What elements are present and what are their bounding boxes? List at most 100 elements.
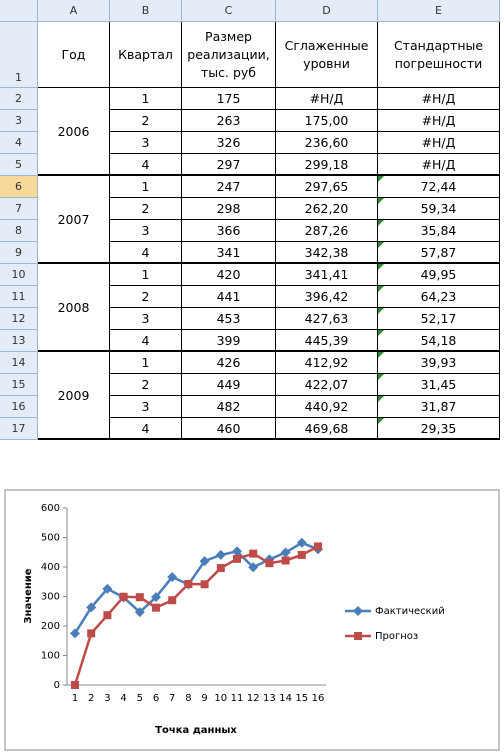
data-cell: 297,65 [276, 176, 378, 198]
row-header: 11 [0, 286, 38, 308]
data-cell: 3 [110, 220, 182, 242]
data-cell: 453 [182, 308, 276, 330]
data-cell: 426 [182, 352, 276, 374]
data-cell: 445,39 [276, 330, 378, 352]
data-cell: 175,00 [276, 110, 378, 132]
marker [135, 593, 144, 602]
header-cell: Квартал [110, 22, 182, 88]
data-cell: 52,17 [378, 308, 500, 330]
data-cell: #Н/Д [378, 88, 500, 110]
y-tick-label: 100 [41, 651, 60, 662]
data-cell: #Н/Д [378, 132, 500, 154]
header-cell: Год [38, 22, 110, 88]
x-tick-label: 13 [263, 693, 276, 704]
data-cell: 2 [110, 198, 182, 220]
data-cell: 396,42 [276, 286, 378, 308]
data-cell: 31,45 [378, 374, 500, 396]
data-cell: 427,63 [276, 308, 378, 330]
column-header: A [38, 0, 110, 22]
row-header: 5 [0, 154, 38, 176]
year-cell: 2007 [38, 176, 110, 264]
data-cell: 298 [182, 198, 276, 220]
data-cell: 72,44 [378, 176, 500, 198]
data-cell: 35,84 [378, 220, 500, 242]
marker [134, 607, 145, 618]
data-cell: #Н/Д [276, 88, 378, 110]
column-header: D [276, 0, 378, 22]
row-header: 1 [0, 22, 38, 88]
row-header: 10 [0, 264, 38, 286]
x-tick-label: 14 [279, 693, 292, 704]
data-cell: 263 [182, 110, 276, 132]
row-header: 15 [0, 374, 38, 396]
data-cell: 49,95 [378, 264, 500, 286]
series-line [73, 545, 319, 686]
y-axis-title: Значение [23, 568, 34, 623]
marker [353, 606, 363, 616]
header-cell: Стандартные погрешности [378, 22, 500, 88]
x-tick-label: 11 [231, 693, 244, 704]
x-tick-label: 12 [247, 693, 260, 704]
data-cell: 57,87 [378, 242, 500, 264]
data-cell: 482 [182, 396, 276, 418]
marker [87, 629, 96, 638]
x-tick-label: 3 [104, 693, 110, 704]
data-cell: 399 [182, 330, 276, 352]
marker [354, 632, 362, 640]
data-cell: 3 [110, 132, 182, 154]
data-cell: 31,87 [378, 396, 500, 418]
marker [70, 628, 80, 639]
header-cell: Сглаженные уровни [276, 22, 378, 88]
data-cell: 299,18 [276, 154, 378, 176]
marker [152, 603, 160, 612]
row-header: 9 [0, 242, 38, 264]
data-cell: 2 [110, 286, 182, 308]
marker [167, 572, 178, 583]
data-cell: 54,18 [378, 330, 500, 352]
legend-label: Прогноз [375, 631, 418, 642]
row-header: 3 [0, 110, 38, 132]
y-tick-label: 600 [41, 503, 60, 514]
x-tick-label: 15 [295, 693, 308, 704]
data-cell: 2 [110, 110, 182, 132]
data-cell: 420 [182, 264, 276, 286]
data-cell: 449 [182, 374, 276, 396]
data-cell: 342,38 [276, 242, 378, 264]
marker [215, 549, 226, 560]
data-cell: #Н/Д [378, 110, 500, 132]
data-cell: 460 [182, 418, 276, 440]
data-cell: 469,68 [276, 418, 378, 440]
row-header: 13 [0, 330, 38, 352]
x-tick-label: 6 [153, 693, 159, 704]
data-cell: 39,93 [378, 352, 500, 374]
data-cell: 1 [110, 88, 182, 110]
x-tick-label: 2 [88, 693, 94, 704]
marker [71, 681, 79, 689]
row-header: 12 [0, 308, 38, 330]
row-header: 16 [0, 396, 38, 418]
legend-label: Фактический [375, 606, 445, 617]
data-cell: 1 [110, 176, 182, 198]
x-tick-label: 10 [214, 693, 227, 704]
marker [281, 556, 290, 565]
marker [199, 556, 210, 567]
row-header: 14 [0, 352, 38, 374]
header-cell: Размер реализации, тыс. руб [182, 22, 276, 88]
marker [297, 550, 306, 559]
row-header: 7 [0, 198, 38, 220]
data-cell: 412,92 [276, 352, 378, 374]
marker [103, 611, 112, 620]
marker [151, 592, 161, 603]
corner [0, 0, 38, 22]
row-header: 4 [0, 132, 38, 154]
data-cell: 2 [110, 374, 182, 396]
data-cell: 1 [110, 264, 182, 286]
chart-frame [4, 489, 500, 751]
x-tick-label: 9 [201, 693, 207, 704]
data-cell: 440,92 [276, 396, 378, 418]
marker [296, 537, 307, 548]
y-tick-label: 400 [41, 562, 60, 573]
row-header: 2 [0, 88, 38, 110]
marker [216, 564, 225, 573]
